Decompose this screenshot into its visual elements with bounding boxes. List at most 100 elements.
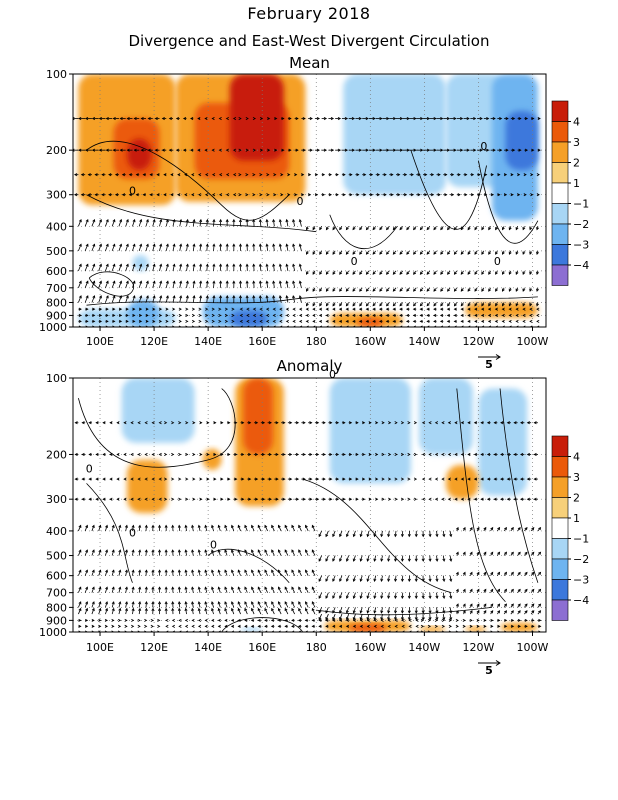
wind-vector-head <box>230 624 235 628</box>
wind-vector-head <box>105 263 109 267</box>
wind-vector <box>360 607 363 614</box>
wind-vector-head <box>278 218 282 223</box>
wind-vector <box>211 608 214 615</box>
wind-vector-head <box>304 618 308 622</box>
wind-vector-head <box>251 569 254 573</box>
wind-vector <box>118 244 122 251</box>
wind-vector-head <box>125 295 129 299</box>
wind-vector-head <box>206 497 210 501</box>
wind-vector-head <box>126 148 130 152</box>
wind-vector-head <box>119 243 123 247</box>
x-tick-label: 160E <box>248 641 276 654</box>
wind-vector-head <box>164 524 168 528</box>
wind-vector <box>192 264 195 271</box>
wind-vector-head <box>184 569 188 573</box>
wind-vector-head <box>372 325 376 327</box>
wind-vector-head <box>191 307 196 311</box>
wind-vector-head <box>434 421 439 425</box>
wind-vector <box>105 570 108 576</box>
wind-vector-head <box>132 307 136 311</box>
wind-vector-head <box>98 549 102 553</box>
wind-vector-head <box>111 524 115 528</box>
wind-vector-head <box>426 313 430 317</box>
wind-vector-head <box>375 497 379 501</box>
wind-vector <box>111 525 115 532</box>
wind-vector-head <box>365 303 369 307</box>
wind-vector-head <box>365 325 369 327</box>
wind-vector-head <box>345 610 349 614</box>
wind-vector-head <box>261 477 266 481</box>
wind-vector-head <box>131 569 135 573</box>
wind-vector-head <box>481 251 485 255</box>
wind-vector-head <box>159 263 163 267</box>
wind-vector-head <box>151 601 155 605</box>
wind-vector-head <box>501 303 505 307</box>
wind-vector-head <box>206 452 210 457</box>
wind-vector-head <box>529 303 533 307</box>
wind-vector-head <box>157 524 162 528</box>
wind-vector-head <box>405 307 410 311</box>
wind-vector-head <box>526 421 530 425</box>
wind-vector-head <box>124 624 128 628</box>
wind-vector-head <box>393 148 397 152</box>
wind-vector-head <box>78 325 82 327</box>
wind-vector-head <box>184 173 188 177</box>
wind-vector-head <box>379 288 383 292</box>
wind-vector-head <box>131 549 135 553</box>
wind-vector-head <box>85 325 89 327</box>
wind-vector-head <box>325 325 329 327</box>
wind-vector-head <box>85 243 89 247</box>
wind-vector-head <box>212 218 216 223</box>
wind-vector <box>132 264 136 271</box>
wind-vector <box>325 607 329 614</box>
wind-vector-head <box>257 618 261 622</box>
wind-vector-head <box>319 288 323 292</box>
wind-vector <box>78 244 82 251</box>
wind-vector-head <box>81 452 85 457</box>
wind-vector-head <box>467 251 471 255</box>
wind-vector-head <box>379 313 383 317</box>
wind-vector-head <box>510 610 514 614</box>
wind-vector <box>339 555 343 562</box>
wind-vector-head <box>104 618 108 622</box>
wind-vector-head <box>305 288 309 292</box>
wind-vector-head <box>119 117 123 121</box>
wind-vector-head <box>119 263 123 267</box>
wind-vector-head <box>137 452 141 457</box>
wind-vector-head <box>145 307 149 311</box>
wind-vector-head <box>392 319 396 323</box>
wind-vector-head <box>420 624 425 628</box>
wind-vector-head <box>447 303 451 307</box>
wind-vector <box>273 244 275 251</box>
wind-vector-head <box>385 325 389 327</box>
wind-vector-head <box>224 325 229 327</box>
wind-vector <box>132 219 136 227</box>
wind-vector <box>311 525 316 532</box>
wind-vector-head <box>486 477 491 481</box>
wind-vector-head <box>111 624 115 628</box>
wind-vector-head <box>399 325 403 327</box>
wind-vector-head <box>434 624 439 628</box>
wind-vector-head <box>224 549 228 553</box>
wind-vector-head <box>517 571 521 575</box>
wind-vector-head <box>486 452 491 457</box>
wind-vector-head <box>192 280 196 284</box>
wind-vector-head <box>268 477 272 481</box>
wind-vector-head <box>430 193 435 197</box>
wind-vector-head <box>348 497 353 501</box>
wind-vector-head <box>151 421 155 425</box>
panel-title: Anomaly <box>277 357 343 375</box>
wind-vector-head <box>252 193 256 197</box>
wind-vector-head <box>400 421 405 425</box>
wind-vector-head <box>264 624 268 628</box>
wind-vector-head <box>442 595 446 599</box>
wind-vector-head <box>515 313 519 317</box>
wind-vector <box>299 295 302 303</box>
wind-vector-head <box>460 251 464 255</box>
wind-vector-head <box>520 421 524 425</box>
wind-vector-head <box>285 325 289 327</box>
wind-vector-head <box>156 193 160 197</box>
wind-vector-head <box>105 218 109 223</box>
colorbar-label: 3 <box>573 136 580 149</box>
wind-vector-head <box>517 603 521 607</box>
